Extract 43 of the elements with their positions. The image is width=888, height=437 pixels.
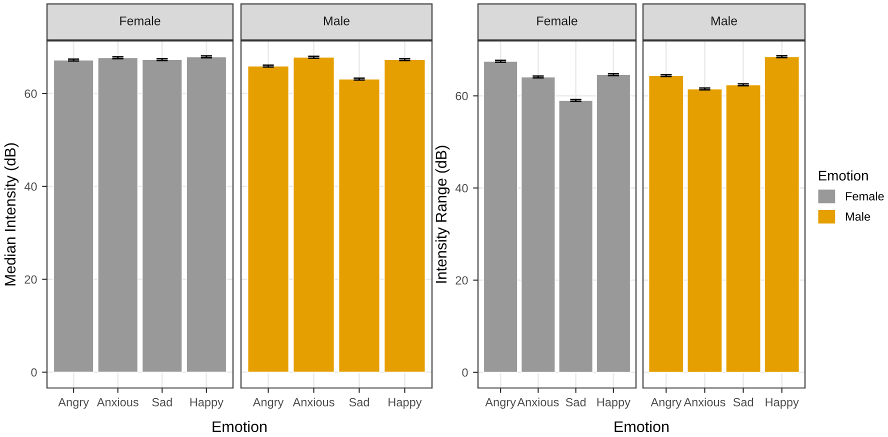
y-tick-label: 0 — [462, 368, 468, 377]
x-tick-label: Anxious — [292, 398, 334, 406]
bar — [247, 66, 290, 373]
y-tick-label: 20 — [24, 275, 37, 284]
x-tick-label: Angry — [58, 398, 89, 409]
x-tick-label: Sad — [566, 398, 586, 406]
chart-title: Female — [537, 16, 578, 26]
chart-title: Male — [711, 16, 737, 26]
bar — [384, 59, 426, 373]
bar — [292, 56, 335, 373]
bar — [726, 84, 762, 373]
x-tick-label: Sad — [349, 398, 369, 406]
chart-title: Female — [120, 16, 160, 26]
x-tick-label: Angry — [252, 398, 284, 409]
bar — [764, 56, 800, 373]
y-tick-label: 60 — [456, 92, 468, 100]
x-tick-label: Angry — [485, 398, 516, 409]
text: Male — [846, 212, 870, 221]
bar — [338, 78, 380, 373]
legend-label: Female — [846, 192, 884, 200]
y-axis-title: Intensity Range (dB) — [435, 146, 450, 283]
y-tick-label: 40 — [24, 182, 37, 191]
x-axis-title: Emotion — [614, 420, 669, 432]
x-tick-label: Happy — [766, 398, 799, 409]
x-tick-label: Anxious — [684, 398, 726, 406]
x-tick-label: Sad — [152, 398, 172, 406]
x-tick-label: Happy — [388, 398, 422, 409]
legend-title: Emotion — [818, 170, 868, 181]
x-tick-label: Anxious — [96, 398, 138, 406]
bar — [686, 88, 722, 373]
x-axis-title: Emotion — [212, 420, 267, 432]
chart-title: Male — [324, 16, 350, 26]
y-axis-title: Median Intensity (dB) — [4, 143, 19, 286]
y-tick-label: 40 — [455, 184, 468, 192]
x-tick-label: Happy — [597, 398, 630, 409]
x-tick-label: Angry — [650, 398, 682, 409]
y-tick-label: 20 — [456, 276, 468, 285]
x-tick-label: Sad — [733, 398, 754, 406]
y-tick-label: 60 — [24, 90, 37, 98]
bar — [648, 75, 684, 373]
y-tick-label: 0 — [31, 368, 37, 377]
x-tick-label: Happy — [190, 398, 224, 409]
x-tick-label: Anxious — [517, 398, 559, 406]
